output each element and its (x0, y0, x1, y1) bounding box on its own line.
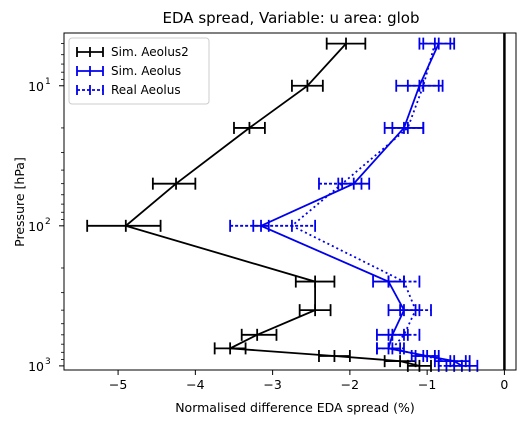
series-line (258, 43, 463, 367)
legend-label: Real Aeolus (111, 83, 181, 97)
error-bar (422, 37, 456, 50)
error-bar (318, 177, 363, 190)
error-bar (387, 328, 421, 341)
error-bar (291, 79, 324, 92)
error-bar (376, 342, 405, 355)
legend-label: Sim. Aeolus2 (111, 45, 189, 59)
plot-frame (63, 32, 517, 371)
y-tick-exponent: 1 (45, 77, 51, 87)
error-bar (325, 37, 367, 50)
legend-box (68, 37, 210, 105)
y-tick-label: 10 (28, 79, 44, 94)
series-line (290, 43, 455, 367)
x-tick-label: −3 (263, 377, 281, 392)
x-tick-label: −5 (109, 377, 127, 392)
error-bar (240, 328, 278, 341)
y-tick-label: 10 (28, 219, 44, 234)
error-bar (387, 304, 421, 317)
chart-title: EDA spread, Variable: u area: glob (163, 9, 420, 27)
error-bar (229, 219, 317, 232)
error-bar (151, 177, 197, 190)
series-3 (229, 37, 471, 372)
legend-entry: Sim. Aeolus2 (76, 45, 189, 59)
error-bar (294, 275, 336, 288)
error-bar (391, 121, 425, 134)
series-1 (86, 37, 432, 372)
legend-label: Sim. Aeolus (111, 64, 181, 78)
y-tick-exponent: 3 (45, 357, 51, 367)
error-bar (406, 79, 440, 92)
series-group (86, 37, 479, 372)
x-tick-label: −2 (341, 377, 359, 392)
legend: Sim. Aeolus2 Sim. Aeolus Real Aeolus (68, 37, 210, 105)
x-axis-label: Normalised difference EDA spread (%) (175, 400, 415, 415)
y-axis-label: Pressure [hPa] (12, 157, 27, 247)
y-tick-exponent: 2 (45, 217, 51, 227)
error-bar (298, 304, 332, 317)
error-bar (86, 219, 162, 232)
x-tick-label: −4 (186, 377, 204, 392)
legend-entry: Real Aeolus (76, 83, 181, 97)
y-tick-label: 10 (28, 359, 44, 374)
x-tick-label: −1 (418, 377, 436, 392)
error-bar (233, 121, 266, 134)
error-bar (318, 349, 351, 362)
error-bar (387, 275, 421, 288)
error-bar (399, 304, 432, 317)
error-bar (376, 328, 409, 341)
error-bar (213, 342, 247, 355)
error-bar (418, 37, 452, 50)
legend-entry: Sim. Aeolus (76, 64, 181, 78)
x-tick-label: 0 (500, 377, 508, 392)
